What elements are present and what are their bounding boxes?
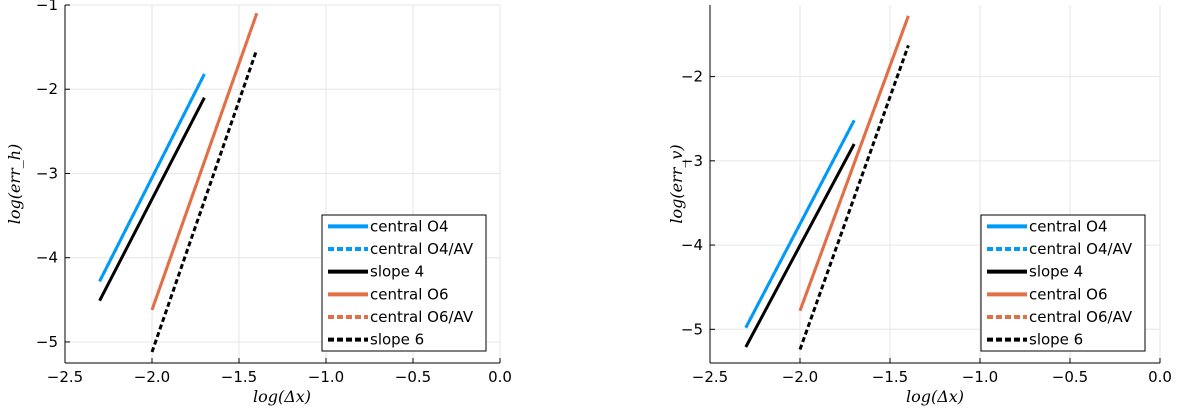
series-group [744,15,910,351]
y-tick-label: −1 [36,0,58,14]
legend-box [321,214,487,352]
x-tick-label: −1.0 [962,368,998,386]
series-line-slope-4 [744,143,856,348]
y-tick-label: −5 [681,320,703,338]
legend-label: central O4 [1029,217,1108,235]
legend-label: central O6/AV [370,308,474,326]
legend-label: central O6 [370,285,449,303]
x-tick-label: 0.0 [488,368,512,386]
x-tick-label: −1.0 [308,368,344,386]
legend-label: slope 6 [1029,331,1083,349]
y-tick-label: −5 [36,333,58,351]
x-axis-label: log(Δx) [906,387,964,406]
y-tick-label: −4 [681,236,703,254]
y-tick-label: −4 [36,249,58,267]
legend-label: slope 4 [1029,263,1083,281]
chart-panel-2: −2.5 −2.0 −1.5 −1.0 −0.5 0.0 −5 −4 −3 −2 log(Δx) lo… [667,5,1172,406]
series-line-slope-6 [798,44,910,351]
legend: central O4 central O4/AV slope 4 central O6… [321,214,487,352]
x-tick-label: −2.0 [782,368,818,386]
legend-label: central O6/AV [1029,308,1133,326]
x-tick-label: −2.0 [134,368,170,386]
series-group [98,12,259,353]
series-line-central-o6-av [798,15,910,312]
x-tick-label: −2.5 [692,368,728,386]
series-line-slope-4 [98,96,206,302]
y-tick-label: −3 [681,152,703,170]
x-tick-label: −0.5 [1052,368,1088,386]
y-tick-label: −2 [681,68,703,86]
series-line-slope-6 [150,49,259,353]
legend-label: slope 6 [370,331,424,349]
x-tick-label: −1.5 [872,368,908,386]
legend-label: central O4/AV [1029,240,1133,258]
series-line-central-o4-av [98,73,206,282]
legend-box [980,214,1146,352]
y-axis-label: log(err_h) [5,144,24,225]
series-line-central-o6-av [150,12,259,311]
y-axis-label: log(err_v) [667,144,686,223]
legend-label: central O4/AV [370,240,474,258]
series-line-central-o4-av [744,119,856,329]
x-tick-label: −1.5 [221,368,257,386]
x-tick-label: 0.0 [1148,368,1172,386]
legend-label: central O4 [370,217,449,235]
legend-label: slope 4 [370,263,424,281]
legend-label: central O6 [1029,285,1108,303]
legend: central O4 central O4/AV slope 4 central O6… [980,214,1146,352]
chart-panel-1: −2.5 −2.0 −1.5 −1.0 −0.5 0.0 −5 −4 −3 −2 −1 log(Δx)… [5,0,512,406]
x-axis-label: log(Δx) [253,387,311,406]
y-tick-label: −3 [36,164,58,182]
x-tick-label: −2.5 [47,368,83,386]
y-tick-label: −2 [36,80,58,98]
x-tick-label: −0.5 [395,368,431,386]
